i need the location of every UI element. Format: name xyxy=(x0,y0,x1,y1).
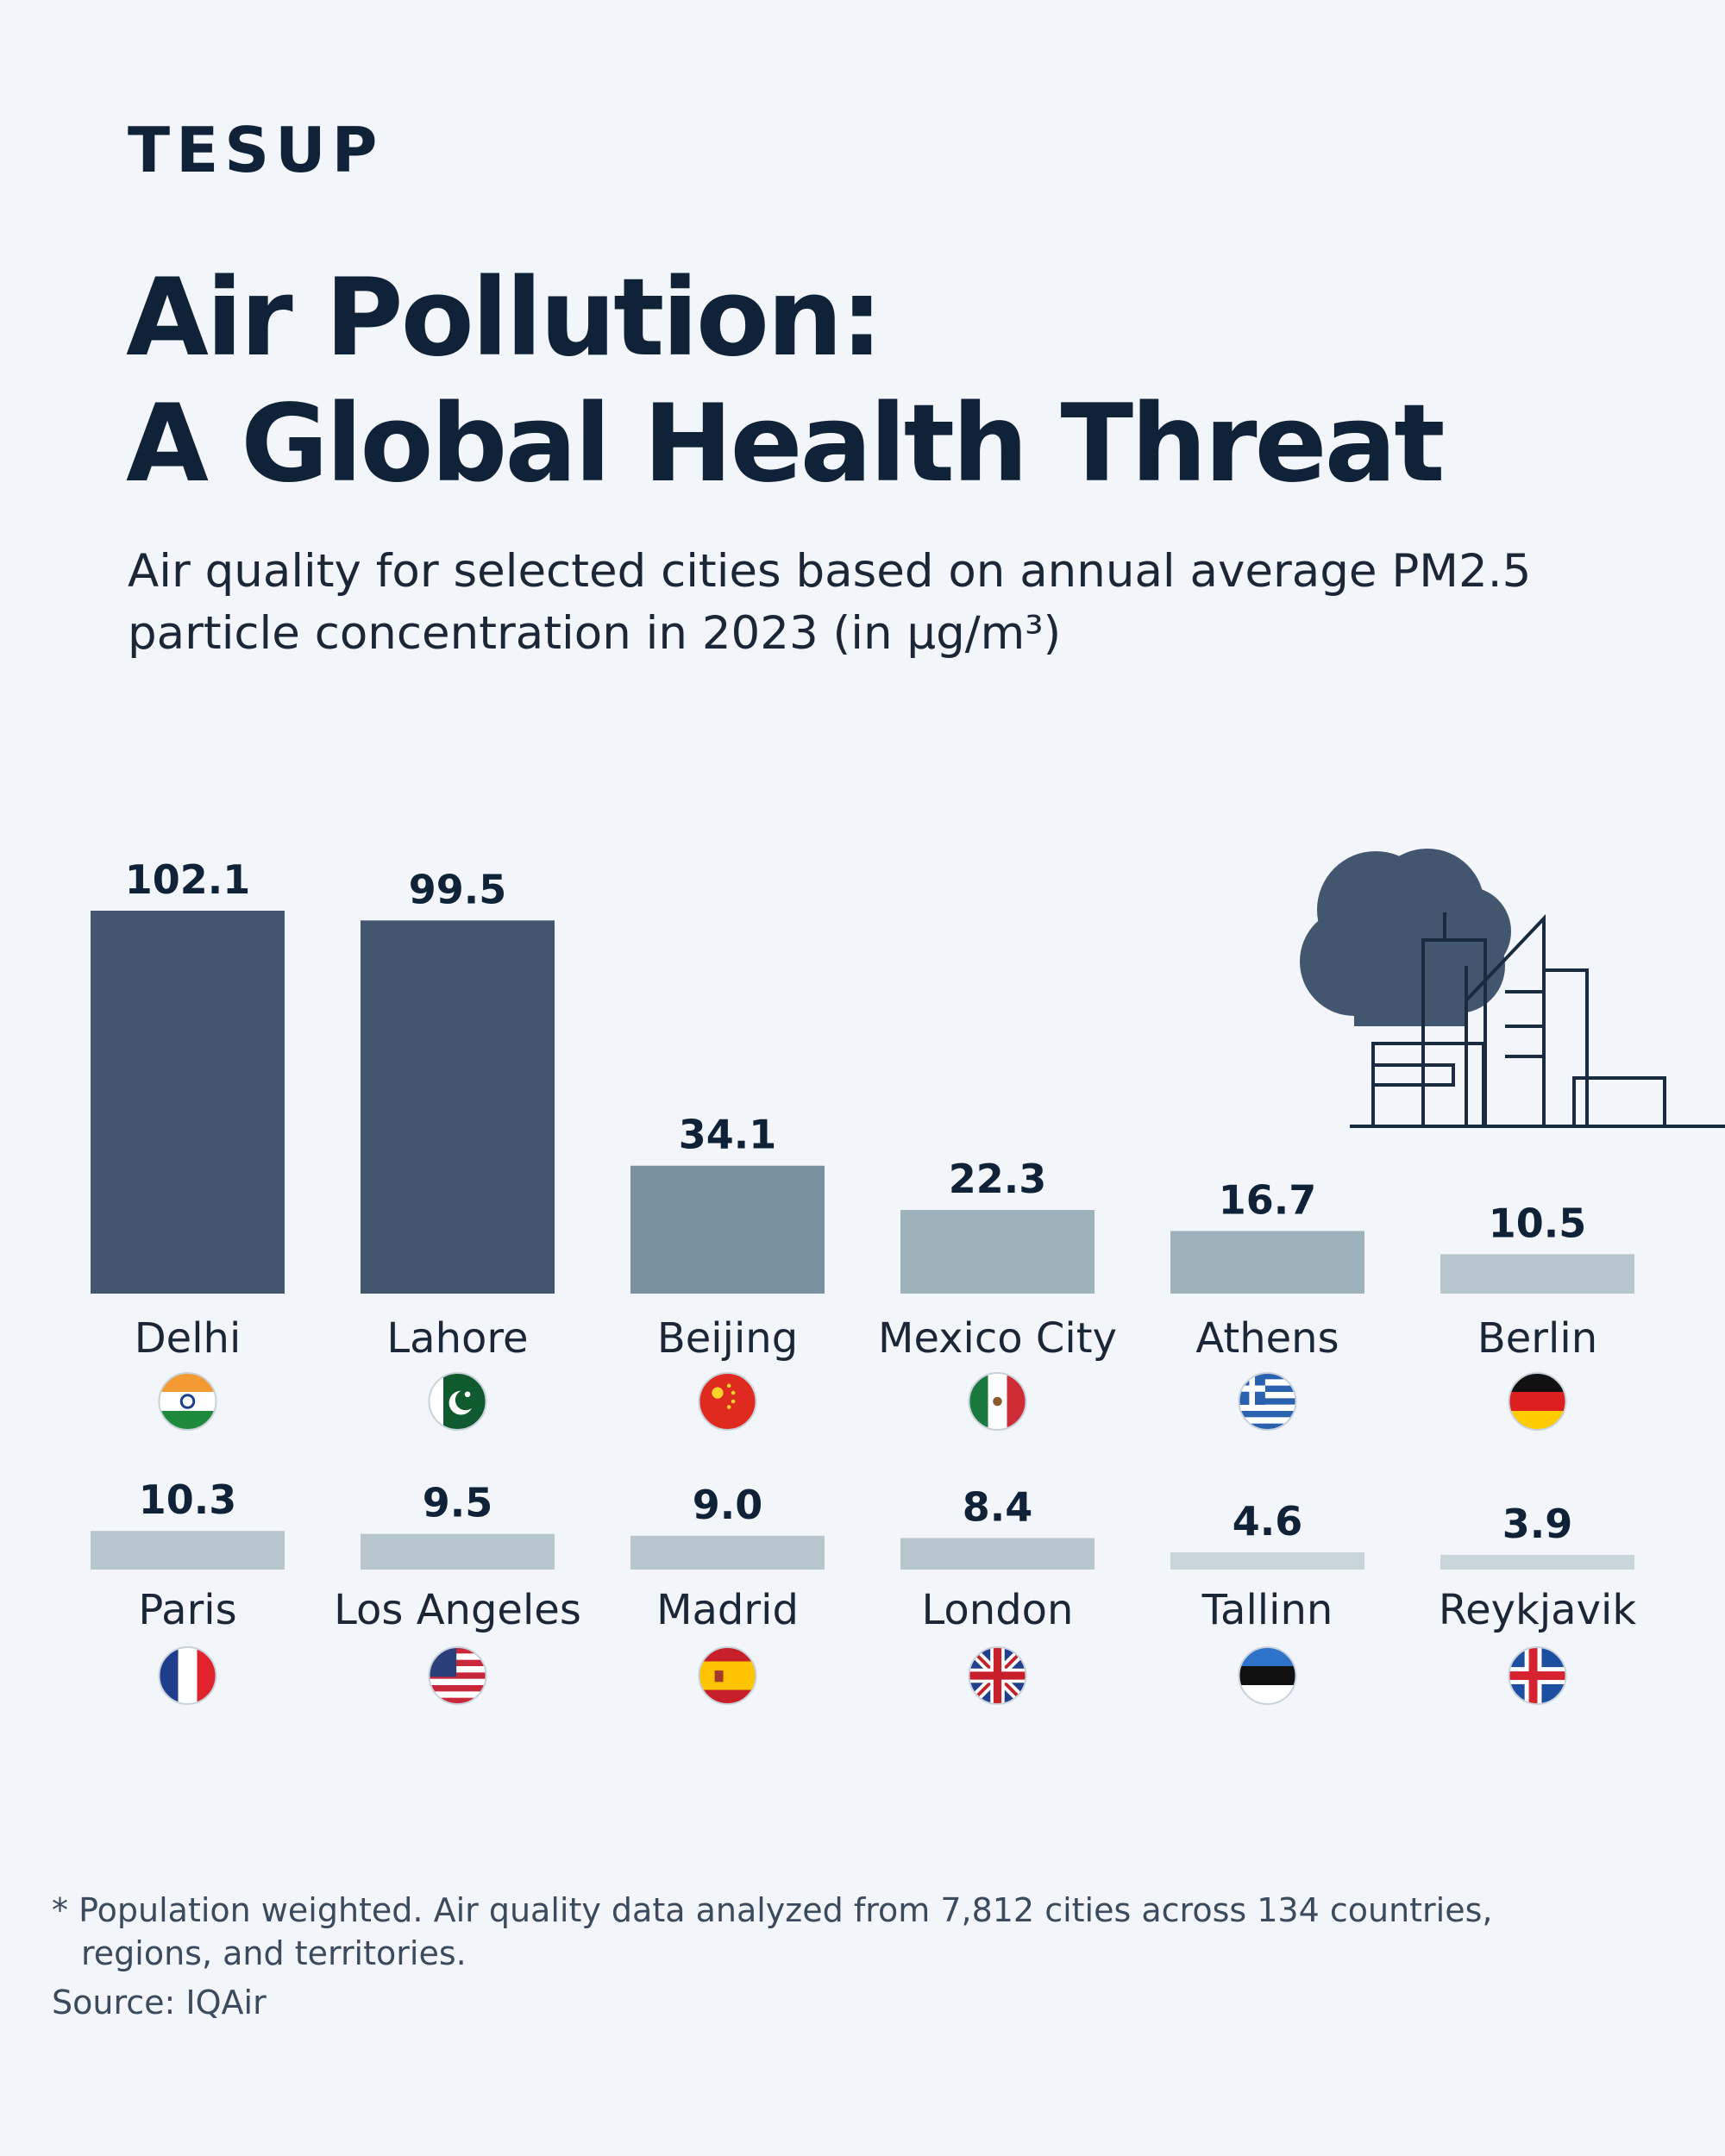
cloud-and-city-skyline-icon xyxy=(1300,849,1725,1126)
category-label: Madrid xyxy=(656,1586,799,1634)
bar-chart: 102.1 Delhi 99.5 Lahore 34.1 Beijing 22.3 Mexic… xyxy=(0,0,1725,1828)
bar-reykjavik xyxy=(1440,1555,1634,1570)
bar-lahore xyxy=(361,920,555,1294)
category-label: Lahore xyxy=(386,1314,528,1363)
value-label: 9.0 xyxy=(693,1482,763,1528)
category-label: Los Angeles xyxy=(334,1586,581,1634)
bar-mexico-city xyxy=(900,1210,1095,1294)
china-flag-icon xyxy=(699,1373,756,1430)
bar-los-angeles xyxy=(361,1534,555,1570)
category-label: Mexico City xyxy=(878,1314,1117,1363)
category-label: Reykjavik xyxy=(1439,1586,1636,1634)
iceland-flag-icon xyxy=(1509,1647,1566,1704)
category-label: Beijing xyxy=(657,1314,798,1363)
bar-athens xyxy=(1170,1231,1364,1294)
pakistan-flag-icon xyxy=(430,1373,486,1430)
germany-flag-icon xyxy=(1509,1373,1566,1431)
bar-delhi xyxy=(91,911,285,1294)
category-label: Berlin xyxy=(1477,1314,1597,1363)
footnote: * Population weighted. Air quality data … xyxy=(52,1889,1493,1975)
source-note: Source: IQAir xyxy=(52,1984,267,2021)
value-label: 4.6 xyxy=(1233,1498,1303,1545)
usa-flag-icon xyxy=(430,1647,486,1705)
bar-tallinn xyxy=(1170,1552,1364,1570)
value-label: 3.9 xyxy=(1502,1501,1573,1547)
india-flag-icon xyxy=(160,1373,216,1431)
bar-paris xyxy=(91,1531,285,1570)
value-label: 9.5 xyxy=(423,1480,493,1526)
uk-flag-icon xyxy=(969,1647,1026,1704)
category-label: Tallinn xyxy=(1201,1586,1333,1634)
value-label: 10.5 xyxy=(1489,1200,1587,1246)
bar-madrid xyxy=(630,1536,825,1570)
greece-flag-icon xyxy=(1239,1373,1296,1431)
estonia-flag-icon xyxy=(1239,1647,1296,1705)
value-label: 22.3 xyxy=(949,1156,1047,1202)
mexico-flag-icon xyxy=(969,1373,1027,1430)
footnote-line-2: regions, and territories. xyxy=(52,1932,1493,1975)
category-label: London xyxy=(922,1586,1074,1634)
value-label: 102.1 xyxy=(125,856,251,903)
category-label: Athens xyxy=(1195,1314,1339,1363)
spain-flag-icon xyxy=(699,1647,756,1705)
bar-berlin xyxy=(1440,1254,1634,1294)
category-label: Paris xyxy=(138,1586,236,1634)
value-label: 16.7 xyxy=(1219,1176,1317,1223)
value-label: 99.5 xyxy=(409,866,507,912)
category-label: Delhi xyxy=(135,1314,242,1363)
france-flag-icon xyxy=(160,1647,217,1704)
value-label: 10.3 xyxy=(139,1476,237,1523)
value-label: 34.1 xyxy=(679,1112,777,1158)
value-label: 8.4 xyxy=(963,1483,1033,1530)
bar-beijing xyxy=(630,1166,825,1294)
bar-london xyxy=(900,1538,1095,1570)
footnote-line-1: * Population weighted. Air quality data … xyxy=(52,1889,1493,1932)
